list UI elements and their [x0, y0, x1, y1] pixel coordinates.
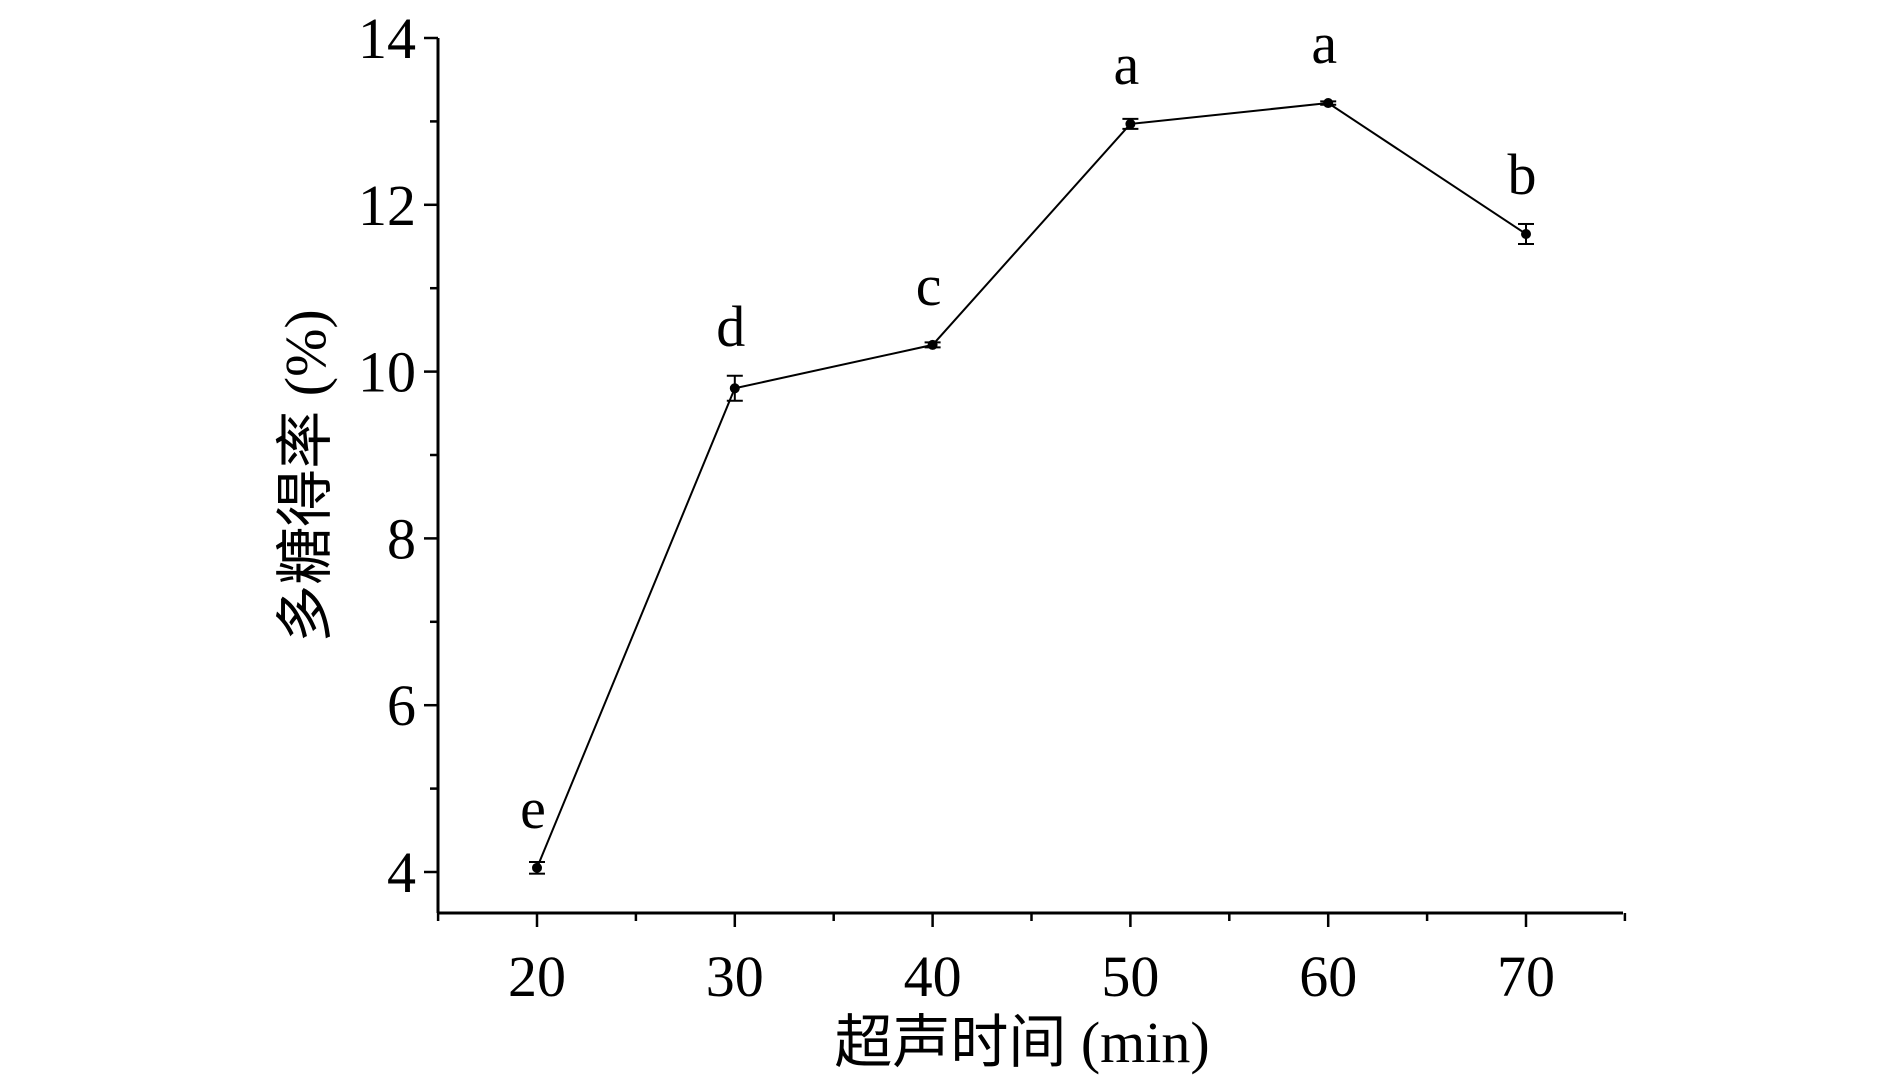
data-point: [1125, 118, 1136, 129]
data-point: [729, 383, 740, 394]
y-tick-label: 8: [387, 506, 416, 571]
data-point: [1323, 98, 1334, 109]
x-tick-label: 70: [1497, 944, 1555, 1009]
series-line: [536, 102, 1527, 869]
significance-label: e: [520, 776, 546, 841]
y-tick-label: 6: [387, 673, 416, 738]
x-tick-label: 40: [904, 944, 962, 1009]
x-axis-label: 超声时间 (min): [834, 1010, 1209, 1075]
x-tick-label: 60: [1299, 944, 1357, 1009]
significance-label: a: [1114, 32, 1140, 97]
x-tick-label: 50: [1101, 944, 1159, 1009]
axes: 4 6 8 10 12 14 20 30 40 50 60 70: [358, 6, 1627, 1009]
y-tick-label: 14: [358, 6, 416, 71]
data-point: [532, 862, 542, 873]
data-point: [927, 339, 938, 350]
significance-label: d: [716, 294, 745, 359]
significance-label: b: [1508, 142, 1537, 207]
x-tick-label: 20: [508, 944, 566, 1009]
significance-label: a: [1311, 11, 1337, 76]
y-tick-label: 4: [387, 840, 416, 905]
y-axis-label: 多糖得率 (%): [273, 309, 338, 642]
y-tick-label: 12: [358, 173, 416, 238]
significance-label: c: [916, 253, 942, 318]
data-point: [1521, 228, 1531, 239]
x-tick-label: 30: [706, 944, 764, 1009]
y-tick-label: 10: [358, 340, 416, 405]
series: e d c a a b: [520, 11, 1537, 875]
